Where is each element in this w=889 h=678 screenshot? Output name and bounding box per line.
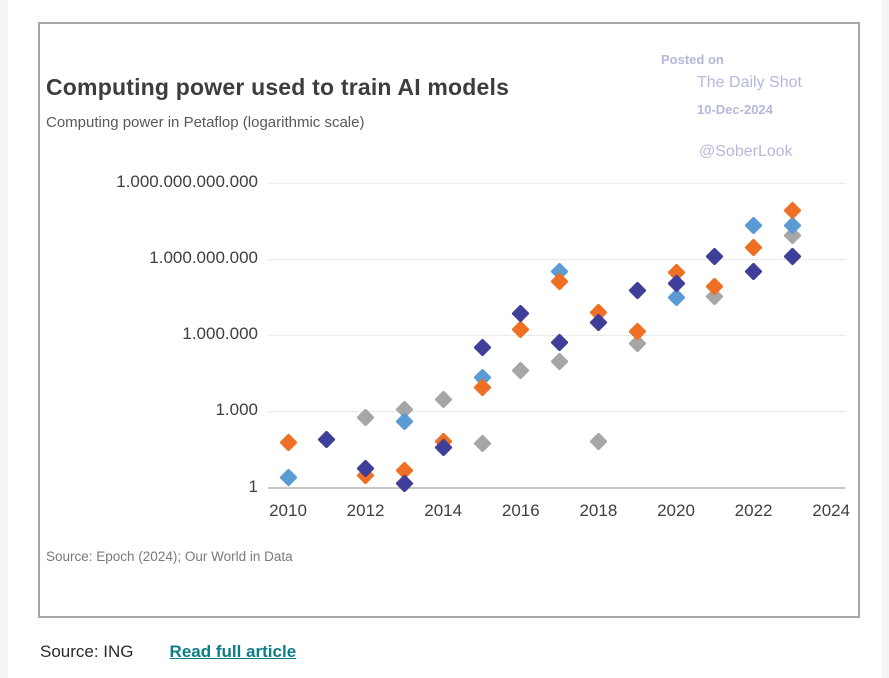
x-axis-line	[268, 486, 845, 489]
x-tick-label: 2012	[346, 501, 385, 520]
y-tick-label: 1	[248, 476, 258, 496]
y-tick-label: 1.000.000.000.000	[116, 171, 258, 191]
x-tick-label: 2018	[579, 501, 618, 520]
y-gridline	[268, 411, 845, 413]
y-gridline	[268, 182, 845, 184]
footer-source-label: Source: ING	[40, 642, 134, 661]
footer: Source: ING Read full article	[40, 642, 296, 662]
chart-title: Computing power used to train AI models	[46, 74, 510, 100]
x-tick-label: 2010	[269, 501, 307, 520]
x-tick-label: 2016	[501, 501, 540, 520]
x-tick-label: 2020	[657, 501, 695, 520]
x-tick-label: 2024	[812, 501, 851, 520]
x-tick-label: 2014	[424, 501, 463, 520]
x-tick-label: 2022	[734, 501, 773, 520]
page-edge-left	[0, 0, 8, 678]
read-full-article-link[interactable]: Read full article	[169, 642, 297, 661]
page-edge-right	[882, 0, 889, 678]
y-tick-label: 1.000.000.000	[149, 247, 258, 267]
chart-source-note: Source: Epoch (2024); Our World in Data	[46, 549, 293, 564]
chart-card	[38, 22, 860, 618]
y-tick-label: 1.000.000	[182, 324, 258, 344]
y-gridline	[268, 258, 845, 260]
chart-subtitle: Computing power in Petaflop (logarithmic…	[46, 114, 365, 131]
y-tick-label: 1.000	[215, 400, 258, 420]
